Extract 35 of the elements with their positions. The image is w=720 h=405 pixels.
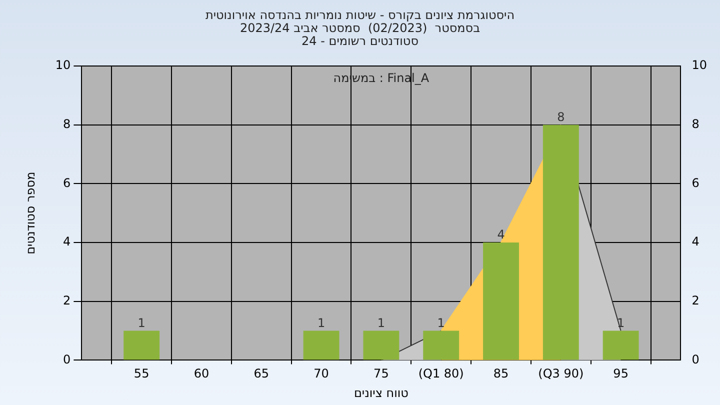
x-tick-label: 65 <box>254 366 270 381</box>
bar <box>483 242 519 360</box>
data-label: 1 <box>437 316 445 330</box>
data-label: 4 <box>497 228 505 242</box>
x-tick-label: 85 <box>493 366 509 381</box>
data-label: 1 <box>377 316 386 330</box>
y-axis-title: מספר סטודנטים <box>23 172 38 254</box>
y2-tick-label: 2 <box>692 293 700 308</box>
y2-tick-label: 0 <box>692 352 700 366</box>
chart-title: היסטוגרמת ציונים בקורס - שיטות נומריות בהנדסה אוירונוטית <box>205 8 515 22</box>
y-tick-label: 10 <box>55 58 71 72</box>
x-tick-label: 70 <box>314 366 329 381</box>
data-label: 1 <box>138 316 146 330</box>
x-tick-label: (Q3 90) <box>538 366 584 381</box>
y2-tick-label: 8 <box>692 116 700 131</box>
y2-tick-label: 10 <box>692 58 708 72</box>
y-tick-label: 8 <box>63 116 71 131</box>
x-tick-label: 60 <box>194 366 210 381</box>
y2-tick-label: 4 <box>692 234 700 249</box>
x-tick-label: 55 <box>134 366 150 381</box>
bar <box>303 330 340 360</box>
bar <box>124 330 160 360</box>
y-tick-label: 0 <box>63 352 71 366</box>
data-label: 8 <box>557 110 565 124</box>
y-tick-label: 4 <box>63 234 71 249</box>
chart-subtitle: בסמסטר (02/2023) סמסטר אביב 2023/24 סטודנטים רשומים - 24 <box>240 21 480 48</box>
x-tick-label: 75 <box>374 366 389 381</box>
x-tick-label: 95 <box>613 366 628 381</box>
x-tick-label: (Q1 80) <box>418 366 464 381</box>
y2-tick-label: 6 <box>692 176 700 190</box>
x-axis-title: טווח ציונים <box>354 386 409 400</box>
y-tick-label: 6 <box>63 176 71 190</box>
y-tick-label: 2 <box>63 293 71 308</box>
bar <box>602 330 639 360</box>
data-label: 1 <box>317 316 326 330</box>
